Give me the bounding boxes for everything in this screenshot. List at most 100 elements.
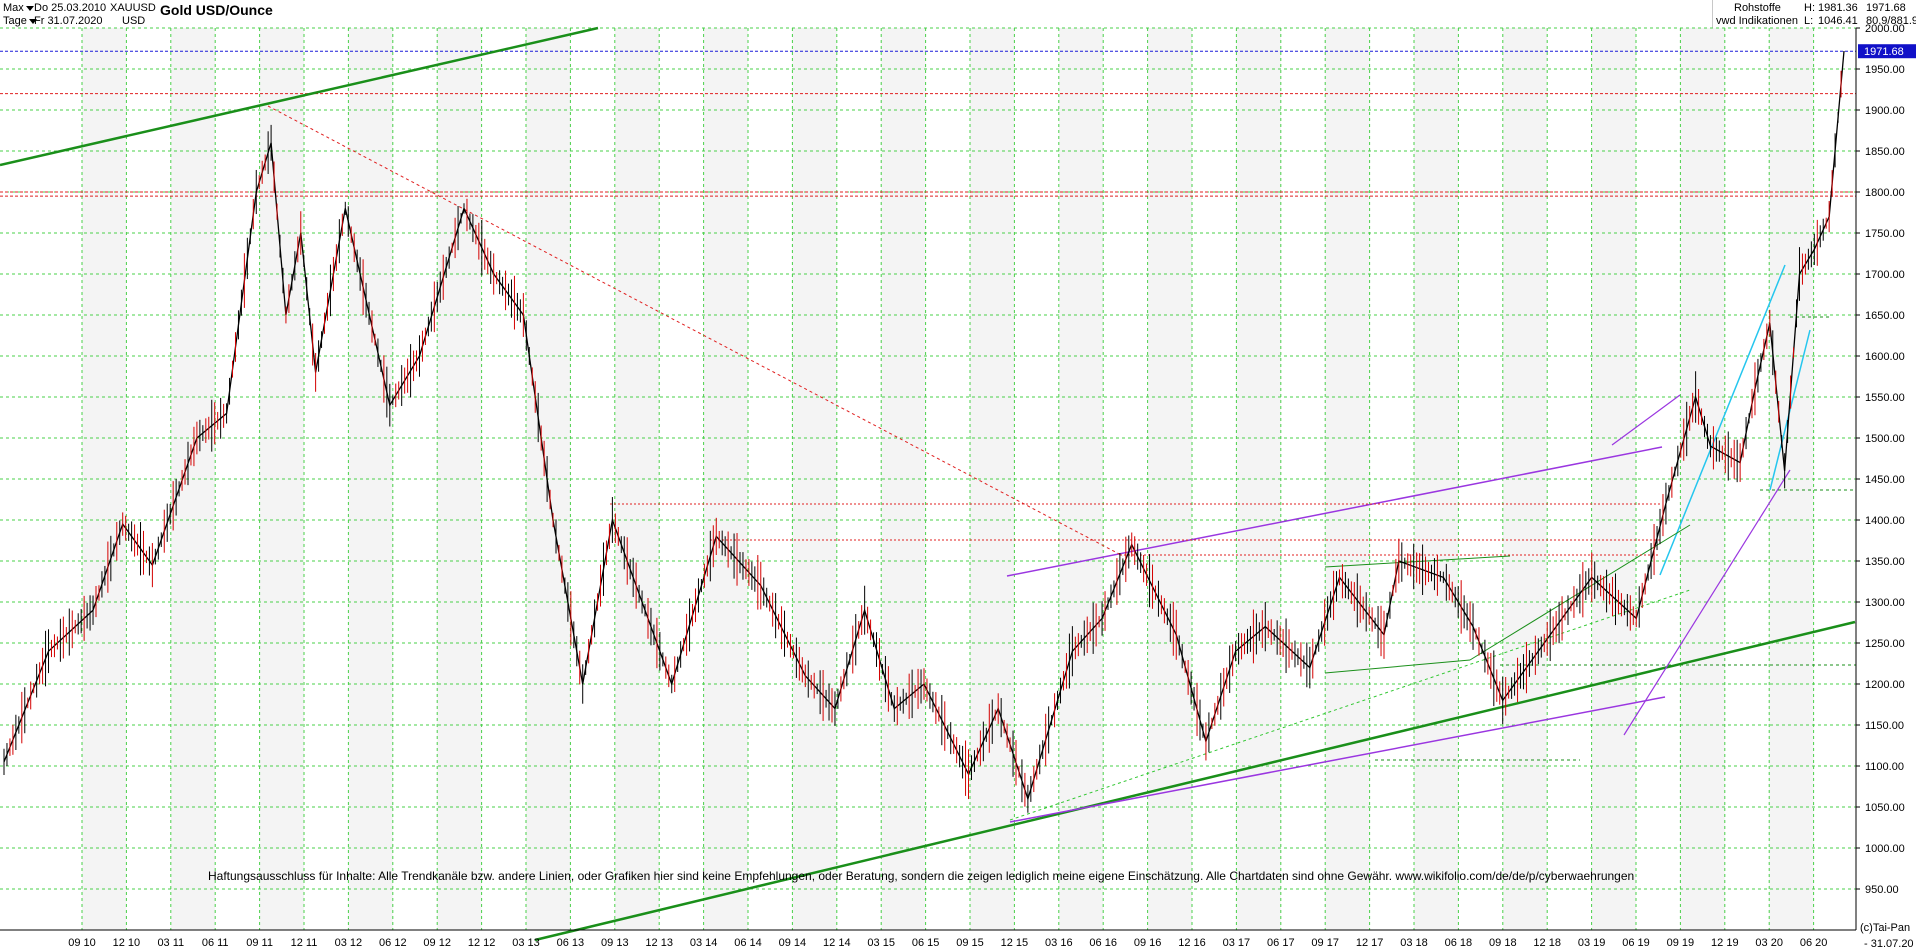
y-tick-label: 1700.00 bbox=[1865, 269, 1905, 281]
x-tick-label: 09 16 bbox=[1134, 937, 1162, 949]
x-tick-label: 09 19 bbox=[1667, 937, 1695, 949]
chevron-down-icon bbox=[25, 5, 34, 11]
y-tick-label: 1800.00 bbox=[1865, 187, 1905, 199]
trend-line-red-dashed bbox=[267, 105, 1124, 557]
info-low-label: L: bbox=[1804, 15, 1814, 27]
x-tick-label: 06 17 bbox=[1267, 937, 1295, 949]
y-tick-label: 1750.00 bbox=[1865, 228, 1905, 240]
x-tick-label: 12 13 bbox=[645, 937, 673, 949]
y-tick-label: 1350.00 bbox=[1865, 556, 1905, 568]
chart-axes: 09 10 12 10 03 11 06 11 09 11 12 11 03 12 06 12… bbox=[0, 23, 1916, 949]
x-tick-label: 06 16 bbox=[1089, 937, 1117, 949]
x-tick-label: 09 11 bbox=[246, 937, 273, 949]
info-box bbox=[1712, 0, 1916, 28]
info-high: 1981.36 bbox=[1818, 2, 1858, 14]
range-label: Max bbox=[3, 2, 24, 14]
x-tick-label: 06 13 bbox=[557, 937, 585, 949]
x-tick-label: 09 12 bbox=[423, 937, 451, 949]
last-date: - 31.07.20 bbox=[1864, 938, 1914, 950]
x-tick-label: 03 11 bbox=[157, 937, 184, 949]
x-tick-label: 06 12 bbox=[379, 937, 407, 949]
y-tick-label: 1000.00 bbox=[1865, 843, 1905, 855]
y-tick-label: 950.00 bbox=[1865, 884, 1899, 896]
x-tick-label: 12 19 bbox=[1711, 937, 1739, 949]
x-tick-label: 06 19 bbox=[1622, 937, 1650, 949]
trend-line-cyan bbox=[1659, 264, 1786, 576]
trend-line-green-thin bbox=[1324, 555, 1511, 568]
x-tick-label: 09 15 bbox=[956, 937, 984, 949]
price-series bbox=[3, 50, 1845, 813]
info-high-label: H: bbox=[1804, 2, 1815, 14]
x-tick-label: 03 13 bbox=[512, 937, 540, 949]
currency: USD bbox=[122, 15, 146, 27]
info-low: 1046.41 bbox=[1818, 15, 1858, 27]
x-tick-label: 12 11 bbox=[291, 937, 318, 949]
trend-lines bbox=[0, 26, 1856, 942]
x-tick-label: 06 14 bbox=[734, 937, 762, 949]
x-tick-label: 12 12 bbox=[468, 937, 496, 949]
period-label: Tage bbox=[3, 15, 27, 27]
x-tick-label: 09 10 bbox=[68, 937, 96, 949]
y-tick-label: 1300.00 bbox=[1865, 597, 1905, 609]
trend-channel-purple-top bbox=[1006, 446, 1663, 577]
range-selector[interactable]: Max bbox=[3, 2, 36, 14]
x-tick-label: 06 18 bbox=[1445, 937, 1473, 949]
trend-line-green-thin bbox=[1324, 659, 1471, 674]
x-tick-label: 12 15 bbox=[1001, 937, 1029, 949]
info-last: 1971.68 bbox=[1866, 2, 1906, 14]
trend-line-long-bottom bbox=[534, 620, 1856, 942]
y-tick-label: 1450.00 bbox=[1865, 474, 1905, 486]
y-tick-label: 1250.00 bbox=[1865, 638, 1905, 650]
x-tick-label: 09 14 bbox=[779, 937, 807, 949]
last-price-label: 1971.68 bbox=[1864, 46, 1904, 58]
disclaimer-text: Haftungsausschluss für Inhalte: Alle Tre… bbox=[208, 869, 1635, 883]
x-tick-label: 12 17 bbox=[1356, 937, 1384, 949]
last-price-marker bbox=[1858, 44, 1916, 59]
info-source: vwd Indikationen bbox=[1716, 15, 1798, 27]
y-tick-label: 1400.00 bbox=[1865, 515, 1905, 527]
date-to: Fr 31.07.2020 bbox=[34, 15, 103, 27]
y-tick-label: 2000.00 bbox=[1865, 23, 1905, 35]
x-tick-label: 12 14 bbox=[823, 937, 851, 949]
date-from: Do 25.03.2010 bbox=[34, 2, 107, 14]
symbol: XAUUSD bbox=[110, 2, 156, 14]
x-tick-label: 03 19 bbox=[1578, 937, 1606, 949]
y-tick-label: 1600.00 bbox=[1865, 351, 1905, 363]
trend-channel-purple-bottom bbox=[1009, 696, 1666, 823]
x-tick-label: 12 18 bbox=[1533, 937, 1561, 949]
trend-line-purple bbox=[1623, 469, 1791, 736]
x-tick-label: 06 15 bbox=[912, 937, 940, 949]
chart-grid bbox=[0, 27, 1856, 930]
x-tick-label: 03 16 bbox=[1045, 937, 1073, 949]
info-category: Rohstoffe bbox=[1734, 2, 1781, 14]
y-tick-label: 1900.00 bbox=[1865, 105, 1905, 117]
y-tick-label: 1150.00 bbox=[1865, 720, 1904, 732]
period-selector[interactable]: Tage bbox=[3, 15, 39, 27]
x-tick-label: 06 20 bbox=[1800, 937, 1828, 949]
trend-line-purple bbox=[1611, 394, 1681, 446]
x-tick-label: 03 15 bbox=[867, 937, 895, 949]
x-tick-label: 03 20 bbox=[1755, 937, 1783, 949]
y-tick-label: 1200.00 bbox=[1865, 679, 1905, 691]
x-tick-label: 09 18 bbox=[1489, 937, 1517, 949]
y-tick-label: 1100.00 bbox=[1865, 761, 1904, 773]
last-date-value: 31.07.20 bbox=[1870, 938, 1914, 950]
x-tick-label: 03 17 bbox=[1223, 937, 1251, 949]
y-tick-label: 1550.00 bbox=[1865, 392, 1905, 404]
trend-line-long-top bbox=[0, 26, 599, 167]
copyright: (c)Tai-Pan bbox=[1860, 922, 1911, 934]
chevron-down-icon bbox=[28, 18, 37, 24]
chart-title: Gold USD/Ounce bbox=[160, 2, 273, 18]
y-tick-label: 1650.00 bbox=[1865, 310, 1905, 322]
x-tick-label: 12 16 bbox=[1178, 937, 1206, 949]
x-tick-label: 12 10 bbox=[113, 937, 141, 949]
y-tick-label: 1950.00 bbox=[1865, 64, 1905, 76]
y-tick-label: 1500.00 bbox=[1865, 433, 1905, 445]
y-tick-label: 1850.00 bbox=[1865, 146, 1905, 158]
y-tick-label: 1050.00 bbox=[1865, 802, 1905, 814]
last-date-dash: - bbox=[1864, 938, 1868, 950]
x-tick-label: 03 12 bbox=[335, 937, 363, 949]
info-change: 80.9/881.9 bbox=[1866, 15, 1916, 27]
x-tick-label: 09 17 bbox=[1311, 937, 1339, 949]
